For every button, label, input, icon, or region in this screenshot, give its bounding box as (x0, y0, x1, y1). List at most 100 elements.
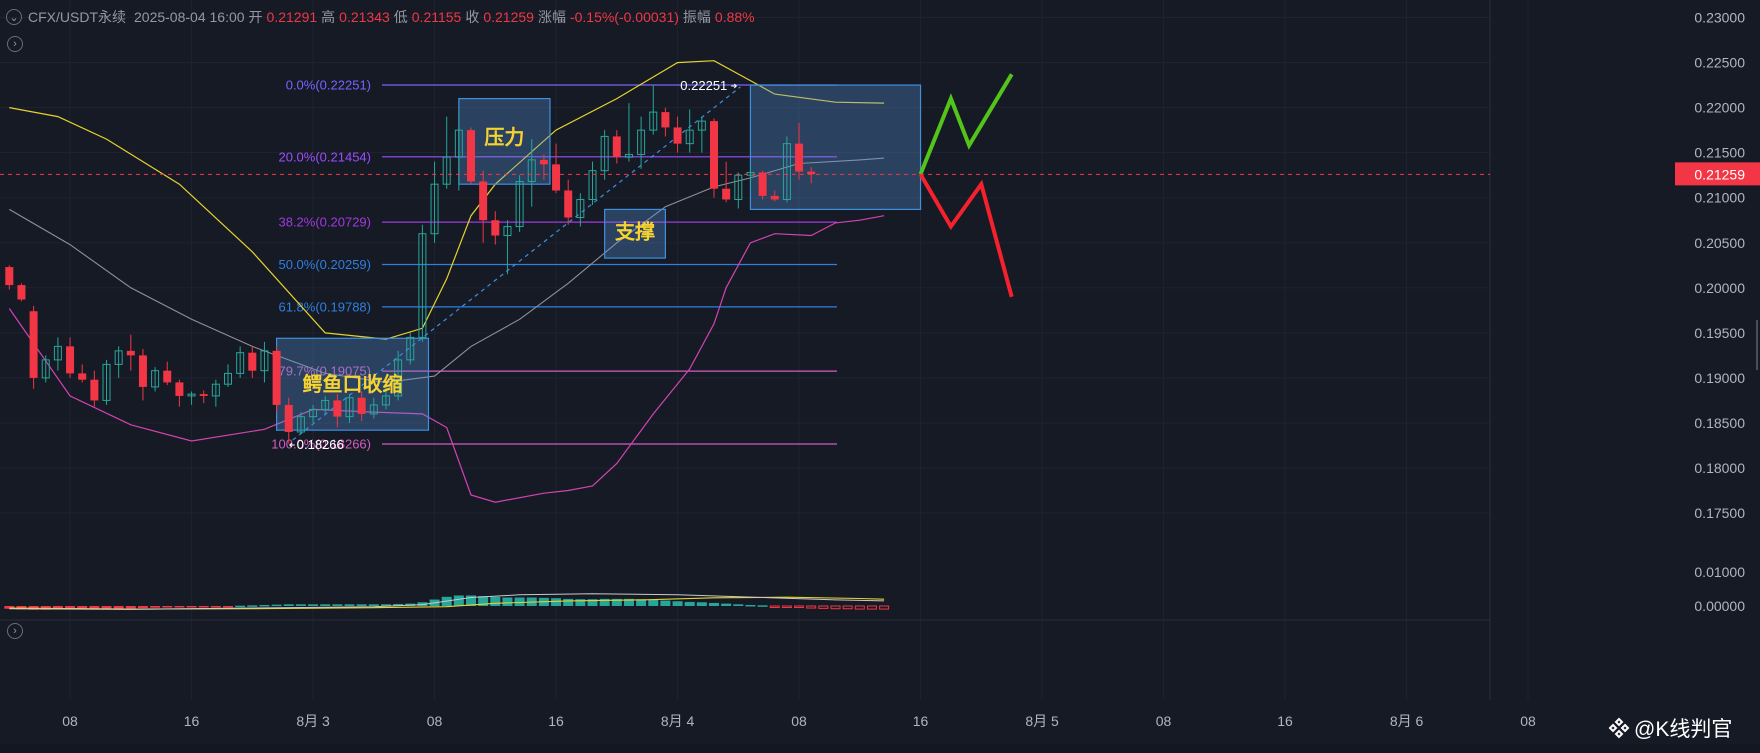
macd-bar (514, 597, 525, 606)
candle-body (5, 267, 14, 286)
candle-body (357, 397, 366, 414)
candle-body (527, 159, 536, 182)
bearish-scenario-path (918, 173, 1014, 298)
candle-body (224, 372, 232, 385)
candle-body (236, 352, 245, 374)
macd-bar (684, 601, 695, 606)
collapse-macd-icon[interactable]: › (7, 623, 23, 639)
close-value: 0.21259 (483, 9, 534, 25)
bullish-scenario-path (918, 73, 1014, 176)
macd-bar (745, 604, 756, 607)
candle-body (746, 171, 755, 176)
swing-price-labels: 0.22251 0.18266 (289, 78, 738, 452)
high-value: 0.21343 (339, 9, 390, 25)
candle-body (41, 359, 50, 379)
candle-body (637, 129, 646, 155)
macd-bar (101, 606, 112, 609)
arrow-right-icon (731, 83, 738, 89)
low-value: 0.21155 (411, 9, 462, 25)
macd-bar (502, 597, 513, 606)
macd-bar (380, 604, 391, 606)
candle-body (66, 346, 75, 374)
macd-bar (320, 604, 331, 606)
current-price-label: 0.21259 (1694, 166, 1745, 182)
macd-tick-label: 0.01000 (1694, 564, 1745, 580)
macd-bar (368, 604, 379, 606)
candle-body (284, 404, 293, 432)
candle-body (17, 285, 26, 300)
candle-body (661, 112, 670, 128)
time-tick-label: 16 (1277, 713, 1293, 729)
open-label: 开 (248, 9, 263, 25)
time-tick-label: 08 (791, 713, 807, 729)
candle-body (442, 156, 451, 185)
candle-body (272, 350, 281, 405)
time-axis[interactable]: 08 16 8月 3 08 16 8月 4 08 16 8月 5 08 16 8月 6 08 (62, 713, 1536, 729)
price-tick-label: 0.17500 (1694, 505, 1745, 521)
candle-body (187, 393, 196, 397)
macd-bar (636, 599, 647, 606)
chevron-circle-icon[interactable]: ⌄ (6, 9, 22, 25)
candle-body (260, 350, 269, 372)
candle-body (734, 174, 743, 201)
macd-bar (210, 606, 221, 608)
change-value: -0.15%(-0.00031) (569, 9, 679, 25)
symbol-label[interactable]: CFX/USDT永续 (28, 9, 126, 25)
candle-body (467, 130, 475, 182)
swing-trendline[interactable] (292, 86, 741, 441)
macd-bar (89, 606, 100, 610)
macd-bar (599, 598, 610, 606)
macd-bar (150, 606, 161, 608)
macd-panel[interactable]: 0.01000 0.00000 (4, 564, 1745, 614)
candle-body (612, 136, 621, 158)
price-tick-label: 0.19000 (1694, 370, 1745, 386)
candle-body (211, 383, 220, 397)
bollinger-lower-line (8, 215, 885, 503)
candle-body (710, 121, 718, 189)
macd-bar (162, 606, 173, 608)
macd-bar (672, 601, 683, 606)
time-tick-label: 8月 5 (1025, 713, 1059, 729)
macd-bar (696, 602, 707, 606)
collapse-indicators-icon[interactable]: › (7, 36, 23, 52)
candle-body (454, 129, 463, 158)
macd-bar (478, 596, 489, 606)
macd-bar (757, 605, 768, 607)
price-axis[interactable]: 0.23000 0.22500 0.22000 0.21500 0.21000 0.205… (1675, 10, 1760, 522)
candle-body (309, 408, 318, 418)
candle-body (345, 397, 354, 418)
candle-body (114, 350, 123, 365)
candle-body (503, 226, 512, 237)
macd-bar (733, 604, 744, 606)
candle-body (795, 143, 804, 172)
macd-bar (271, 604, 282, 607)
amplitude-value: 0.88% (714, 9, 755, 25)
amplitude-label: 振幅 (682, 9, 711, 25)
macd-bar (575, 599, 586, 606)
macd-bar (794, 605, 805, 608)
close-label: 收 (465, 9, 480, 25)
macd-bar (453, 595, 464, 606)
macd-bar (332, 604, 343, 606)
candle-body (126, 350, 135, 356)
scenario-paths[interactable] (918, 73, 1014, 298)
candle-body (479, 181, 488, 221)
macd-bar (174, 606, 185, 608)
macd-bar (235, 605, 246, 608)
price-tick-label: 0.18500 (1694, 415, 1745, 431)
time-tick-label: 8月 4 (661, 713, 695, 729)
candle-body (29, 311, 38, 378)
macd-bar (490, 596, 501, 606)
candle-body (758, 172, 767, 196)
fib-level-label: 20.0%(0.21454) (278, 149, 371, 164)
candle-body (624, 153, 633, 158)
fibonacci-retracement[interactable]: 0.0%(0.22251) 20.0%(0.21454) 38.2%(0.20729… (271, 77, 837, 452)
fib-level-label: 79.7%(0.19075) (278, 364, 371, 379)
diamond-logo-icon (1608, 717, 1630, 739)
fib-level-label: 61.8%(0.19788) (278, 299, 371, 314)
time-tick-label: 08 (1156, 713, 1172, 729)
candle-body (491, 220, 500, 236)
